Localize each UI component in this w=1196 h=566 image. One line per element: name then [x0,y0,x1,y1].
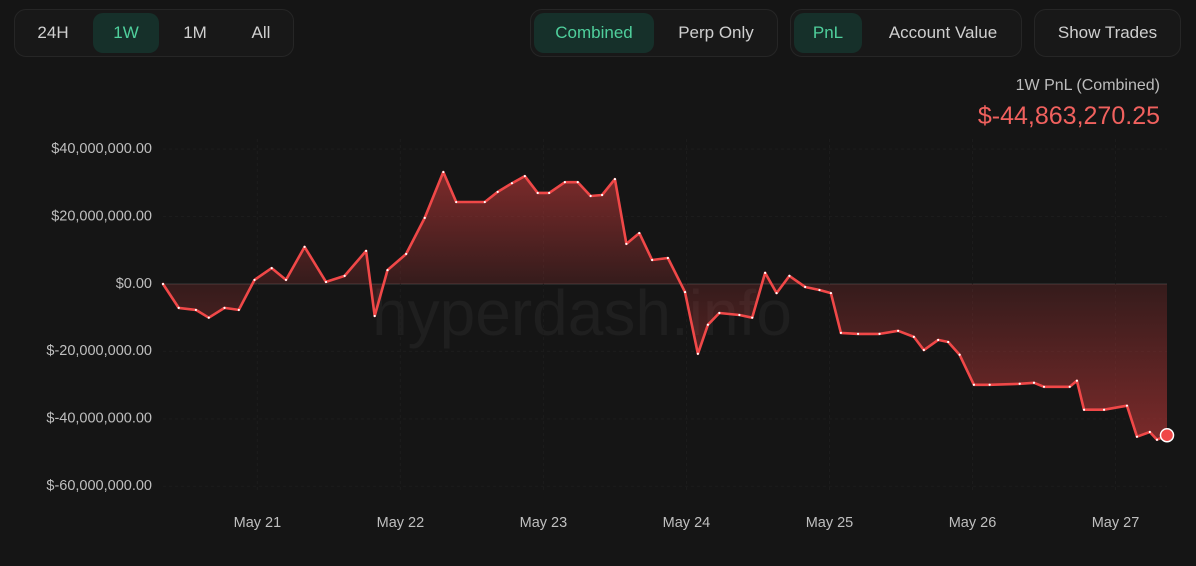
point [1102,408,1106,411]
metric-button[interactable]: PnL [794,13,862,53]
x-tick-label: May 22 [377,515,425,531]
point [405,252,408,256]
point [706,323,710,326]
x-tick-label: May 21 [234,515,282,531]
point [613,178,617,181]
point [386,269,389,272]
point [625,242,628,245]
point [839,331,843,334]
y-tick-label: $-20,000,000.00 [46,343,152,359]
point [589,194,592,198]
point [455,200,458,204]
point [237,308,240,312]
point [483,200,486,204]
point [1148,430,1151,434]
summary-value: $-44,863,270.25 [977,102,1160,130]
point [829,291,833,295]
point [576,181,579,184]
point [651,258,654,262]
last-point [1159,427,1175,443]
point [1125,404,1129,407]
view-group: Combined Perp Only [530,9,778,57]
point [922,348,925,352]
point [423,216,426,219]
point [1068,385,1071,388]
y-tick-label: $-40,000,000.00 [46,411,152,427]
point [958,353,961,356]
metric-group: PnL Account Value [790,9,1022,57]
timeframe-button[interactable]: 1W [93,13,159,53]
x-tick-label: May 23 [520,515,568,531]
x-tick-label: May 27 [1092,515,1140,531]
point [563,181,566,184]
y-tick-label: $-60,000,000.00 [46,478,152,494]
point [207,316,210,319]
point [600,193,604,197]
point [775,291,778,295]
point [764,271,767,274]
metric-button[interactable]: Account Value [888,23,998,42]
summary-label: 1W PnL (Combined) [1015,77,1160,94]
point [373,314,376,318]
point [284,278,288,282]
point [1082,408,1086,411]
point [1135,435,1139,438]
point [1155,438,1159,441]
point [878,332,881,335]
point [442,170,445,174]
point [788,274,791,277]
point [818,288,821,292]
point [548,191,551,195]
x-tick-label: May 25 [806,515,854,531]
y-tick-label: $20,000,000.00 [51,208,152,224]
point [177,306,180,310]
point [666,256,669,260]
point [303,245,306,248]
timeframe-button[interactable]: 1M [183,23,207,42]
x-tick-label: May 26 [949,515,997,531]
point [683,290,687,294]
point [253,278,256,282]
x-tick-label: May 24 [663,515,711,531]
point [496,190,499,194]
point [510,182,514,185]
point [696,352,699,355]
point [738,313,741,317]
show-trades-button[interactable]: Show Trades [1057,23,1158,42]
timeframe-button[interactable]: 24H [37,23,69,42]
point [194,308,197,312]
point [1018,382,1021,385]
trades-group: Show Trades [1034,9,1181,57]
point [343,274,346,277]
point [972,383,976,386]
view-button[interactable]: Perp Only [678,23,754,42]
point [937,338,940,342]
timeframe-button[interactable]: All [251,23,271,42]
point [1042,385,1046,388]
point [1075,379,1078,382]
point [804,285,807,289]
point [947,340,950,344]
point [536,191,539,195]
point [638,231,641,235]
point [1032,381,1036,384]
point [751,316,754,319]
point [988,383,991,386]
y-tick-label: $40,000,000.00 [51,141,152,157]
point [718,311,721,315]
point [912,335,915,339]
point [856,332,860,335]
point [324,280,328,284]
view-button[interactable]: Combined [534,13,654,53]
timeframe-group: 24H 1W 1M All [14,9,294,57]
point [270,267,273,270]
point [223,306,226,310]
point [523,174,526,178]
point [161,282,165,286]
y-tick-label: $0.00 [116,276,152,292]
point [897,329,900,332]
point [364,249,368,253]
